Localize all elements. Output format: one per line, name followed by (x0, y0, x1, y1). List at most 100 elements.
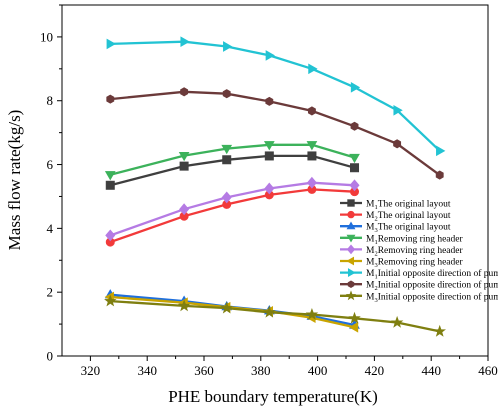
legend-item: M3Removing ring header (340, 256, 463, 270)
data-point (305, 307, 319, 320)
data-point (264, 151, 274, 161)
data-point (178, 151, 190, 162)
legend-swatch-marker (345, 290, 357, 301)
data-point (264, 182, 275, 195)
data-point (263, 141, 275, 151)
y-tick-label: 2 (47, 285, 54, 300)
legend-item: M3The original layout (340, 221, 451, 235)
legend-label: M3Initial opposite direction of pump (366, 291, 498, 304)
x-tick-label: 320 (81, 363, 101, 378)
data-point (435, 170, 444, 180)
y-tick-label: 6 (47, 157, 54, 172)
data-point (306, 141, 318, 151)
legend-item: M3Initial opposite direction of pump (340, 290, 498, 304)
data-point (390, 315, 404, 328)
legend-label: M3The original layout (366, 223, 451, 235)
legend-swatch-marker (346, 256, 355, 266)
legend-label: M2Initial opposite direction of pump (366, 280, 498, 293)
data-point (348, 311, 361, 324)
series-line (110, 40, 441, 152)
data-point (220, 301, 233, 314)
legend-swatch-marker (347, 268, 356, 278)
data-point (104, 294, 117, 307)
data-point (221, 191, 232, 204)
x-tick-label: 460 (478, 363, 498, 378)
data-point (105, 180, 115, 190)
series-line (109, 188, 355, 244)
x-tick-label: 360 (194, 363, 214, 378)
data-point (180, 36, 190, 48)
data-point (307, 151, 317, 161)
data-point (180, 87, 189, 97)
series-7 (106, 36, 446, 157)
data-point (265, 50, 275, 61)
series-8 (106, 87, 444, 180)
data-point (307, 106, 316, 116)
data-point (393, 139, 402, 149)
data-point (306, 176, 317, 189)
series-line (110, 154, 355, 187)
series-9 (104, 294, 446, 337)
data-point (106, 94, 115, 104)
data-point (350, 163, 360, 173)
data-point (433, 324, 446, 337)
data-point (308, 63, 318, 75)
x-tick-label: 440 (421, 363, 441, 378)
x-axis-title: PHE boundary temperature(K) (168, 387, 378, 406)
legend-label: M1Initial opposite direction of pump (366, 268, 498, 281)
legend-label: M1Removing ring header (366, 234, 463, 246)
data-point (179, 203, 190, 216)
x-tick-label: 400 (308, 363, 328, 378)
data-point (104, 171, 116, 181)
legend-swatch-marker (347, 199, 355, 207)
legend-label: M2The original layout (366, 211, 451, 223)
legend-swatch-marker (347, 280, 355, 288)
data-point (179, 161, 189, 171)
legend-swatch-marker (346, 234, 356, 243)
y-axis-title: Mass flow rate(kg/s) (5, 110, 24, 251)
legend-label: M2Removing ring header (366, 246, 463, 258)
legend-item: M1The original layout (340, 199, 451, 212)
y-tick-label: 10 (40, 29, 53, 44)
series-line (110, 299, 440, 333)
series-2 (105, 184, 360, 247)
data-point (393, 104, 403, 116)
data-point (349, 179, 360, 192)
series-line (110, 143, 355, 176)
legend-item: M2Initial opposite direction of pump (340, 280, 498, 293)
series-5 (105, 176, 360, 242)
legend-item: M2The original layout (340, 210, 451, 223)
data-point (106, 38, 116, 50)
series-1 (105, 151, 360, 190)
series-line (109, 181, 355, 237)
data-point (222, 89, 231, 99)
series-4 (104, 141, 360, 181)
legend-label: M3Removing ring header (366, 258, 463, 270)
data-point (223, 41, 233, 52)
data-point (265, 96, 274, 106)
x-tick-label: 380 (251, 363, 271, 378)
y-axis: 0 2 4 6 8 10 (40, 4, 62, 364)
series-line (110, 295, 355, 329)
data-point (221, 144, 233, 155)
y-tick-label: 8 (47, 93, 54, 108)
plot-frame (61, 4, 489, 357)
data-point (263, 305, 276, 318)
legend-item: M1Initial opposite direction of pump (340, 268, 498, 281)
data-point (350, 121, 359, 131)
y-tick-label: 0 (47, 349, 54, 364)
data-point (348, 321, 359, 333)
series-layer (104, 36, 446, 337)
data-point (105, 229, 116, 242)
legend-label: M1The original layout (366, 200, 451, 212)
data-point (222, 155, 232, 165)
x-tick-label: 340 (137, 363, 157, 378)
data-point (349, 153, 360, 164)
x-tick-label: 420 (365, 363, 385, 378)
series-line (110, 90, 441, 177)
x-axis: 320 340 360 380 400 420 440 460 (81, 356, 498, 378)
data-point (436, 145, 446, 157)
data-point (350, 81, 361, 93)
